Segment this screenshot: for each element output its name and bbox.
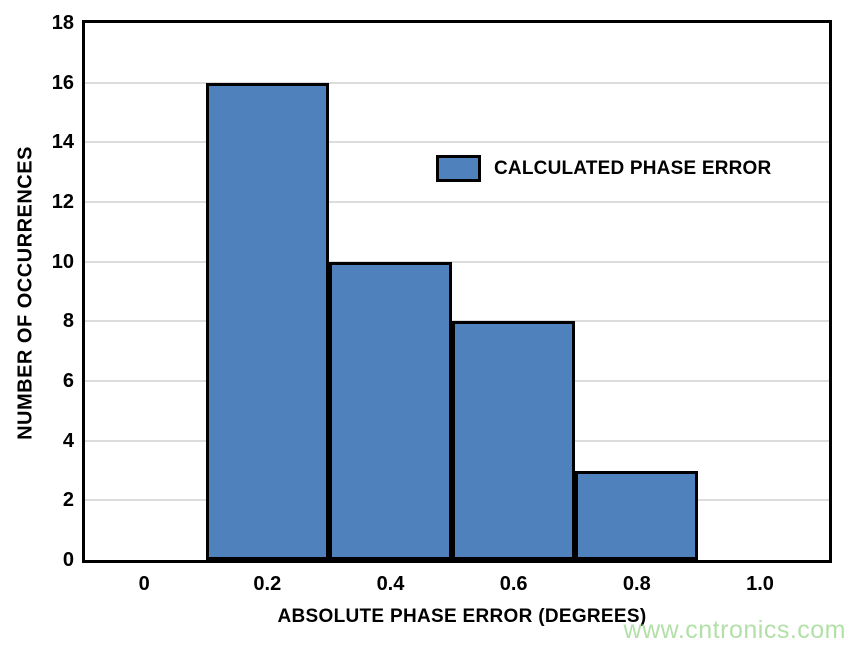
- x-tick-label: 1.0: [746, 573, 774, 595]
- watermark-text: www.cntronics.com: [623, 616, 846, 644]
- y-tick-label: 6: [62, 370, 74, 392]
- histogram-bar: [205, 82, 329, 560]
- y-tick-label: 12: [51, 191, 74, 213]
- x-tick-label: 0: [138, 573, 150, 595]
- y-tick-label: 10: [51, 250, 74, 273]
- x-tick-label: 0.6: [499, 573, 528, 595]
- histogram-bar: [575, 470, 699, 560]
- y-tick-label: 18: [51, 12, 74, 34]
- y-tick-label: 2: [62, 489, 74, 512]
- histogram-bar: [328, 261, 453, 560]
- legend: CALCULATED PHASE ERROR: [436, 155, 771, 182]
- legend-swatch: [436, 155, 481, 182]
- gridline: [85, 260, 829, 263]
- gridline: [85, 201, 829, 203]
- y-tick-label: 14: [51, 131, 74, 154]
- y-tick-label: 8: [62, 310, 74, 333]
- x-axis-title: ABSOLUTE PHASE ERROR (DEGREES): [277, 606, 647, 627]
- gridline: [85, 141, 829, 144]
- x-tick-label: 0.8: [622, 573, 651, 595]
- y-tick-label: 4: [62, 429, 74, 452]
- histogram-bar: [452, 321, 576, 560]
- plot-area: [82, 20, 832, 563]
- x-tick-label: 0.4: [376, 573, 405, 595]
- x-tick-label: 0.2: [253, 573, 282, 595]
- y-tick-label: 16: [51, 71, 74, 94]
- legend-label: CALCULATED PHASE ERROR: [494, 157, 772, 179]
- gridline: [85, 81, 829, 84]
- y-tick-label: 0: [62, 549, 74, 571]
